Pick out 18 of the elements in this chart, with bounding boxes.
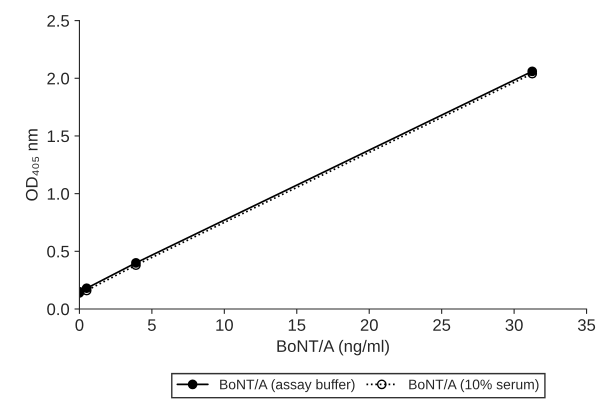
x-tick-label: 0 bbox=[75, 319, 84, 331]
x-tick-label: 20 bbox=[360, 319, 378, 331]
y-tick-label: 2.5 bbox=[47, 15, 70, 27]
x-tick-label: 15 bbox=[288, 319, 306, 331]
x-tick-label: 30 bbox=[505, 319, 523, 331]
y-tick-label: 1.5 bbox=[48, 130, 70, 142]
x-tick-label: 25 bbox=[433, 319, 450, 331]
y-tick-label: 0.5 bbox=[47, 246, 70, 258]
x-tick-label: 5 bbox=[148, 319, 156, 331]
y-tick-label: 1.0 bbox=[48, 188, 70, 200]
legend-label: BoNT/A (assay buffer) bbox=[220, 379, 355, 392]
x-tick-label: 35 bbox=[578, 319, 596, 331]
y-tick-label: 2.0 bbox=[47, 72, 70, 84]
x-axis-title: BoNT/A (ng/ml) bbox=[277, 340, 389, 356]
x-tick-label: 10 bbox=[216, 319, 233, 331]
y-axis-title: OD₄₀₅ nm bbox=[26, 129, 40, 201]
y-tick-label: 0.0 bbox=[47, 303, 70, 316]
legend-label: BoNT/A (10% serum) bbox=[409, 379, 539, 392]
